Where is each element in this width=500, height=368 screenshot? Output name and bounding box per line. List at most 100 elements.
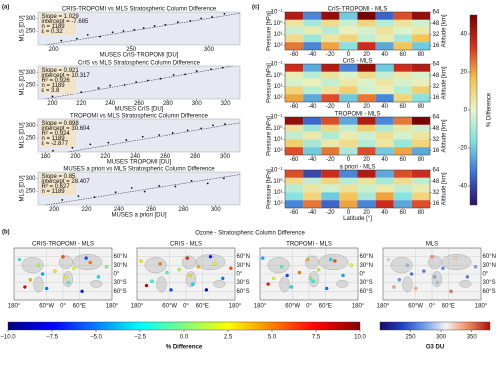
heat-cell (357, 124, 376, 132)
land (336, 280, 349, 288)
track-point (289, 285, 293, 289)
heat-cell (393, 147, 412, 155)
point (153, 25, 156, 27)
heat-cell (411, 131, 430, 140)
point (200, 17, 203, 20)
track-point (104, 265, 109, 269)
x-tick-label: 260 (160, 154, 171, 160)
track-point (64, 275, 68, 279)
lat-tick-label: 0° (114, 272, 120, 278)
heat-cell (321, 139, 340, 148)
heat-cell (375, 86, 394, 95)
x-tick-label: 220 (81, 207, 92, 213)
y2-tick-label: 32 (433, 84, 440, 90)
heat-cell (357, 64, 376, 72)
x-tick-label: -60 (290, 210, 299, 216)
y-axis-label: Pressure [hPa] (267, 116, 273, 156)
colorbar-label: % Difference (487, 92, 493, 127)
heat-cell (321, 177, 340, 185)
y-tick-label: 250 (25, 29, 36, 35)
track-point (392, 285, 396, 289)
heat-cell (285, 86, 304, 95)
heat-cell (321, 117, 340, 125)
track-point (84, 256, 88, 260)
heat-cell (411, 64, 430, 72)
track-point (191, 282, 195, 286)
colorbar-tick-label: 0 (464, 108, 468, 114)
y2-tick-label: 48 (433, 73, 440, 79)
land (33, 276, 44, 293)
heat-cell (393, 200, 412, 208)
x-tick-label: 250 (126, 47, 137, 53)
x-tick-label: -20 (326, 157, 335, 163)
y-tick-label: 300 (25, 70, 36, 76)
heat-cell (321, 94, 340, 102)
heat-cell (285, 94, 304, 102)
stats-line: n = 1189 (42, 136, 66, 142)
track-point (261, 256, 265, 260)
x-tick-label: 60 (399, 157, 406, 163)
heat-cell (357, 200, 376, 208)
heat-cell (321, 19, 340, 27)
y-tick-label: 10⁻¹ (271, 10, 283, 16)
track-point (405, 263, 410, 268)
track-point (280, 265, 284, 269)
heat-cell (285, 117, 304, 125)
x-tick-label: 300 (204, 47, 215, 53)
heat-cell (339, 131, 358, 140)
stats-line: ε = -2.877 (42, 141, 69, 147)
track-point (305, 257, 310, 262)
x-tick-label: 320 (221, 101, 232, 107)
x-axis-label: Latitude [°] (343, 216, 372, 222)
heat-cell (411, 19, 430, 27)
land (156, 276, 167, 293)
track-point (473, 265, 478, 269)
track-point (325, 286, 329, 291)
land (62, 271, 73, 288)
x-tick-label: 80 (418, 104, 425, 110)
heat-cell (303, 124, 322, 132)
heat-cell (339, 12, 358, 20)
track-point (333, 259, 337, 263)
heat-cell (339, 147, 358, 155)
heat-cell (303, 94, 322, 102)
point (172, 73, 175, 76)
heat-cell (357, 94, 376, 102)
lon-tick-label: 0° (183, 304, 189, 310)
x-tick-label: 80 (418, 157, 425, 163)
track-point (208, 254, 213, 259)
heat-cell (393, 94, 412, 102)
x-tick-label: 40 (381, 52, 388, 58)
heat-cell (393, 139, 412, 148)
track-point (435, 280, 440, 285)
point (97, 87, 100, 89)
colorbar-tick-label: −2.5 (134, 335, 147, 341)
heat-cell (303, 12, 322, 20)
heat-cell (339, 117, 358, 125)
figure-title: Ozone - Stratospheric Column Difference (195, 231, 305, 237)
heat-cell (375, 200, 394, 208)
heat-cell (375, 12, 394, 20)
y2-tick-label: 16 (433, 43, 440, 49)
lon-tick-label: 60°E (196, 304, 209, 310)
heat-cell (285, 34, 304, 43)
heat-cell (303, 71, 322, 79)
point (93, 196, 96, 199)
heat-cell (285, 177, 304, 185)
heat-cell (393, 26, 412, 35)
point (75, 37, 78, 40)
x-tick-label: 300 (211, 207, 222, 213)
y-axis-label: Pressure [hPa] (267, 63, 273, 103)
heat-cell (303, 78, 322, 87)
x-axis-label: MUSES CrIS [DU] (115, 107, 164, 113)
y2-tick-label: 32 (433, 137, 440, 143)
y-axis-label: MLS [DU] (20, 122, 26, 148)
heat-cell (375, 94, 394, 102)
colorbar-tick-label: 350 (467, 335, 478, 341)
heat-cell (339, 184, 358, 193)
heat-cell (339, 139, 358, 148)
point (135, 81, 138, 83)
y-tick-label: 10² (274, 148, 283, 154)
heat-cell (321, 12, 340, 20)
point (184, 73, 187, 76)
